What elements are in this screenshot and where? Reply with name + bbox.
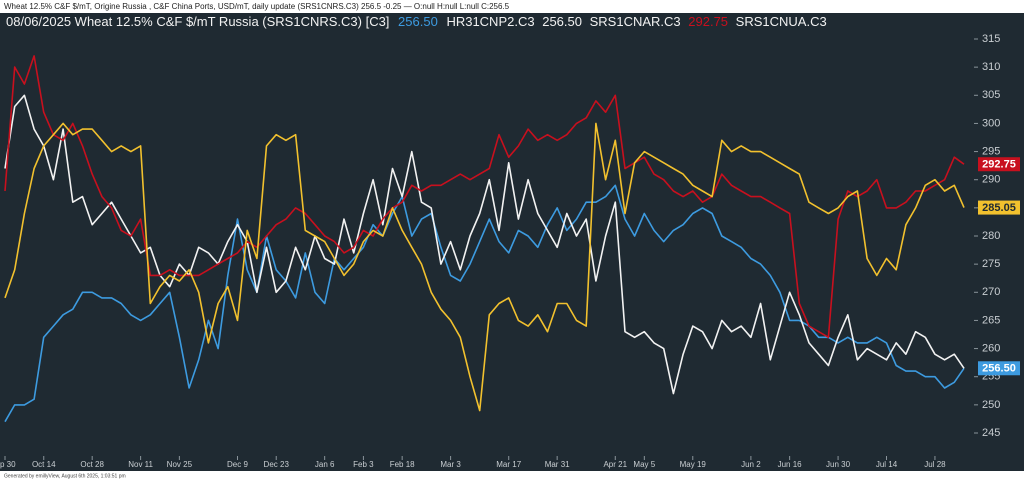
last-value-bg [978, 361, 1020, 376]
x-tick-label: Oct 28 [80, 460, 104, 469]
legend-value: 256.50 [542, 14, 582, 29]
x-tick-label: Feb 18 [390, 460, 415, 469]
y-tick-label: 305 [982, 89, 1000, 101]
legend-name: SRS1CNAR.C3 [590, 14, 681, 29]
x-tick-label: p 30 [0, 460, 16, 469]
last-value-bg [978, 157, 1020, 172]
y-tick-label: 265 [982, 314, 1000, 326]
y-tick-label: 290 [982, 174, 1000, 186]
series-line [4, 122, 965, 412]
x-tick-label: Jul 14 [876, 460, 898, 469]
x-tick-label: Apr 21 [603, 460, 627, 469]
y-tick-label: 260 [982, 342, 1000, 354]
lines [4, 55, 965, 423]
y-tick-label: 310 [982, 61, 1000, 73]
y-tick-label: 275 [982, 258, 1000, 270]
chart-title: 08/06/2025 Wheat 12.5% C&F $/mT Russia (… [6, 14, 827, 29]
series-line [4, 184, 965, 423]
last-value-label: 292.75 [982, 159, 1016, 171]
legend-name: SRS1CNUA.C3 [736, 14, 827, 29]
title-text: 08/06/2025 Wheat 12.5% C&F $/mT Russia (… [6, 14, 389, 29]
series-line [4, 55, 965, 339]
y-tick-label: 300 [982, 117, 1000, 129]
x-tick-label: Nov 25 [167, 460, 193, 469]
y-tick-label: 245 [982, 427, 1000, 439]
last-value-box: 256.50 [978, 361, 1020, 376]
y-tick-label: 315 [982, 33, 1000, 45]
footer-strip [0, 471, 1024, 481]
header-text: Wheat 12.5% C&F $/mT, Origine Russia , C… [4, 2, 510, 11]
legend-name: HR31CNP2.C3 [446, 14, 534, 29]
x-tick-label: Jun 16 [778, 460, 803, 469]
x-tick-label: Jun 30 [826, 460, 851, 469]
x-tick-label: May 19 [680, 460, 707, 469]
x-tick-label: Dec 9 [227, 460, 248, 469]
x-tick-label: Jul 28 [924, 460, 946, 469]
legend-value: 256.50 [398, 14, 438, 29]
y-tick-label: 250 [982, 399, 1000, 411]
y-tick-label: 280 [982, 230, 1000, 242]
legend-value: 292.75 [688, 14, 728, 29]
y-tick-label: 270 [982, 286, 1000, 298]
x-tick-label: Feb 3 [353, 460, 374, 469]
footer-text: Generated by emillyView, August 6th 2025… [4, 473, 126, 479]
x-tick-label: Jun 2 [741, 460, 761, 469]
last-value-label: 256.50 [982, 363, 1016, 375]
header-strip [0, 0, 1024, 13]
x-tick-label: Mar 31 [545, 460, 570, 469]
last-value-box: 285.05 [978, 200, 1020, 215]
y-tick-label: 295 [982, 145, 1000, 157]
x-tick-label: May 5 [633, 460, 655, 469]
x-tick-label: Jan 6 [315, 460, 335, 469]
x-tick-label: Oct 14 [32, 460, 56, 469]
plot-background [0, 13, 1024, 471]
x-tick-label: Mar 3 [440, 460, 461, 469]
last-value-label: 285.05 [982, 202, 1016, 214]
axis: 2452502552602652702752802852902953003053… [0, 33, 1020, 469]
last-value-box: 292.75 [978, 157, 1020, 172]
x-tick-label: Mar 17 [496, 460, 521, 469]
x-tick-label: Dec 23 [264, 460, 290, 469]
last-value-bg [978, 200, 1020, 215]
x-tick-label: Nov 11 [128, 460, 153, 469]
